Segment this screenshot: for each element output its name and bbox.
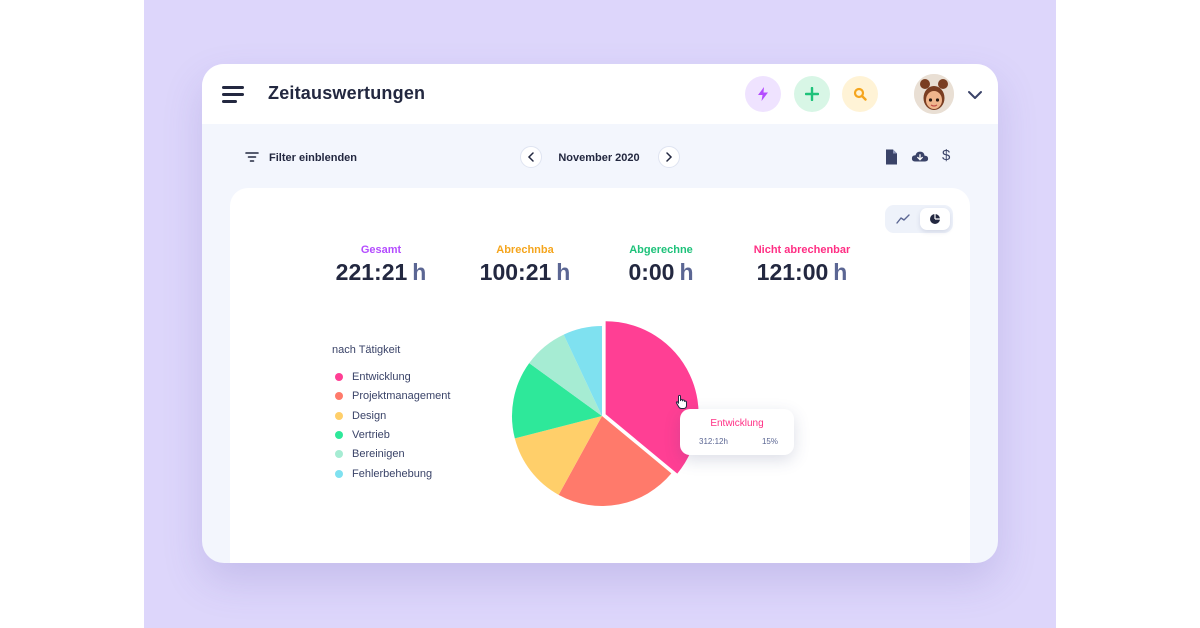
pie-slice-vertrieb[interactable] [512,363,602,439]
filter-icon[interactable] [245,151,259,163]
legend-item-projektmanagement[interactable]: Projektmanagement [335,389,450,403]
legend-dot [335,412,343,420]
dollar-icon[interactable]: $ [942,147,951,164]
stat-unit: h [412,259,427,285]
legend-dot [335,392,343,400]
add-entry-button[interactable] [794,76,830,112]
app-window: Zeitauswertungen [202,64,998,563]
toolbar: Filter einblenden November 2020 $ [202,124,998,190]
line-chart-icon [896,214,910,224]
activity-pie-chart [512,321,699,506]
stat-unit: h [556,259,571,285]
cloud-download-icon[interactable] [911,148,929,166]
chevron-left-icon [527,152,534,162]
pie-slice-design[interactable] [514,416,602,495]
stat-value: 221:21 [335,259,408,285]
chart-view-toggle [885,205,953,233]
previous-month-button[interactable] [520,146,542,168]
legend-label: Design [352,410,387,422]
chart-tooltip: Entwicklung 312:12h 15% [680,409,794,455]
stat-value-row: 100:21 h [455,259,595,286]
stat-label: Abrechnba [496,244,554,256]
next-month-button[interactable] [658,146,680,168]
legend-dot [335,431,343,439]
stat-value-row: 221:21 h [311,259,451,286]
page-title: Zeitauswertungen [268,83,426,103]
stat-total: Gesamt 221:21 h [311,244,451,286]
line-view-button[interactable] [889,208,917,230]
top-bar: Zeitauswertungen [202,64,998,124]
report-card: Gesamt 221:21 h Abrechnba 100:21 h Abgerec… [230,188,970,563]
pie-slice-fehlerbehebung[interactable] [563,326,602,416]
chevron-down-icon [968,91,982,99]
stat-unit: h [833,259,848,285]
legend-label: Fehlerbehebung [352,468,433,480]
stat-billed: Abgerechne 0:00 h [591,244,731,286]
pie-slice-bereinigen[interactable] [529,334,602,416]
tooltip-percent: 15% [761,437,778,446]
legend-dot [335,470,343,478]
legend-item-bereinigen[interactable]: Bereinigen [335,447,405,461]
pie-slice-projektmanagement[interactable] [558,416,672,506]
stat-unit: h [679,259,694,285]
stat-label: Nicht abrechenbar [753,244,851,256]
quick-action-button[interactable] [745,76,781,112]
legend-item-entwicklung[interactable]: Entwicklung [335,370,411,384]
pie-chart-icon [930,214,940,224]
legend-title: nach Tätigkeit [332,344,401,356]
stat-value: 0:00 [628,259,675,285]
tooltip-title: Entwicklung [710,418,764,429]
stat-value: 121:00 [756,259,829,285]
legend-label: Projektmanagement [352,390,451,402]
plus-icon [805,87,819,101]
legend-item-design[interactable]: Design [335,409,386,423]
chevron-right-icon [666,152,673,162]
user-avatar[interactable] [914,74,954,114]
hand-cursor-icon [675,394,687,409]
stat-label: Gesamt [360,244,402,256]
legend-label: Vertrieb [352,429,390,441]
current-month: November 2020 [558,152,640,164]
stat-value: 100:21 [479,259,552,285]
stat-billable: Abrechnba 100:21 h [455,244,595,286]
legend-item-fehlerbehebung[interactable]: Fehlerbehebung [335,467,432,481]
pie-slice-entwicklung[interactable] [605,321,699,474]
legend-label: Bereinigen [352,448,405,460]
stat-non-billable: Nicht abrechenbar 121:00 h [732,244,872,286]
stat-value-row: 0:00 h [591,259,731,286]
hamburger-menu-icon[interactable] [222,86,246,104]
stat-label: Abgerechne [629,244,693,256]
legend-item-vertrieb[interactable]: Vertrieb [335,428,390,442]
legend-dot [335,450,343,458]
avatar-icon [914,74,954,114]
document-icon[interactable] [882,148,900,166]
legend-dot [335,373,343,381]
user-menu-chevron[interactable] [967,88,983,100]
tooltip-hours: 312:12h [699,437,728,446]
search-button[interactable] [842,76,878,112]
filter-toggle-label[interactable]: Filter einblenden [269,152,358,164]
stat-value-row: 121:00 h [732,259,872,286]
lightning-icon [758,87,768,101]
search-icon [853,87,867,101]
legend-label: Entwicklung [352,371,411,383]
pie-view-button[interactable] [920,208,950,230]
